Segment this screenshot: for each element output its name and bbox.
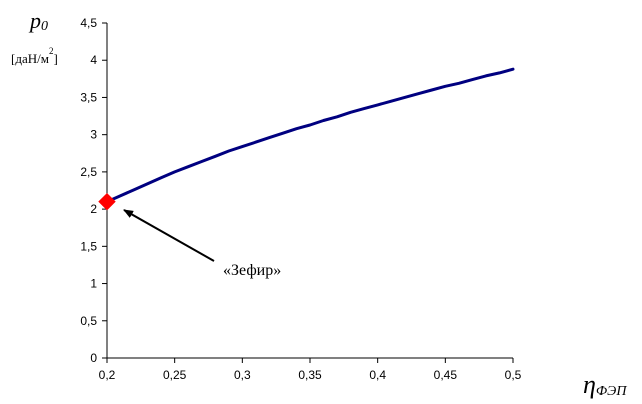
x-tick-label: 0,25 bbox=[163, 368, 187, 382]
annotation-label: «Зефир» bbox=[223, 262, 281, 279]
y-axis-unit-close: ] bbox=[53, 51, 57, 66]
x-tick-label: 0,3 bbox=[234, 368, 251, 382]
y-tick-label: 2 bbox=[90, 202, 97, 216]
x-tick-label: 0,35 bbox=[298, 368, 322, 382]
annotation-arrow bbox=[123, 209, 215, 262]
y-tick-label: 1 bbox=[90, 277, 97, 291]
series-line bbox=[105, 67, 515, 204]
y-axis-unit: [даН/м2] bbox=[11, 46, 58, 66]
y-tick-label: 2,5 bbox=[80, 165, 97, 179]
y-ticks: 0 0,5 1 1,5 2 2,5 3 3,5 4 4,5 bbox=[80, 16, 107, 365]
y-tick-label: 0 bbox=[90, 351, 97, 365]
x-tick-label: 0,2 bbox=[99, 368, 116, 382]
series bbox=[105, 67, 515, 204]
y-axis-title: p0 bbox=[28, 8, 48, 34]
data-point-marker bbox=[98, 192, 116, 211]
x-axis-title-main: η bbox=[583, 370, 596, 399]
x-tick-label: 0,5 bbox=[505, 368, 522, 382]
y-tick-label: 1,5 bbox=[80, 239, 97, 253]
x-axis-title-sub: ФЭП bbox=[596, 384, 627, 399]
y-tick-label: 3 bbox=[90, 128, 97, 142]
y-tick-label: 4,5 bbox=[80, 16, 97, 30]
y-axis-title-main: p bbox=[28, 8, 41, 33]
marker bbox=[98, 192, 116, 211]
y-tick-label: 4 bbox=[90, 53, 97, 67]
y-tick-label: 3,5 bbox=[80, 90, 97, 104]
y-axis-unit-text: [даН/м bbox=[11, 51, 49, 66]
y-axis-unit-sup: 2 bbox=[49, 46, 54, 56]
x-ticks: 0,2 0,25 0,3 0,35 0,4 0,45 0,5 bbox=[99, 358, 522, 382]
x-tick-label: 0,4 bbox=[369, 368, 386, 382]
y-axis-title-sub: 0 bbox=[41, 19, 48, 34]
x-tick-label: 0,45 bbox=[434, 368, 458, 382]
x-axis-title: ηФЭП bbox=[583, 370, 627, 399]
y-tick-label: 0,5 bbox=[80, 314, 97, 328]
